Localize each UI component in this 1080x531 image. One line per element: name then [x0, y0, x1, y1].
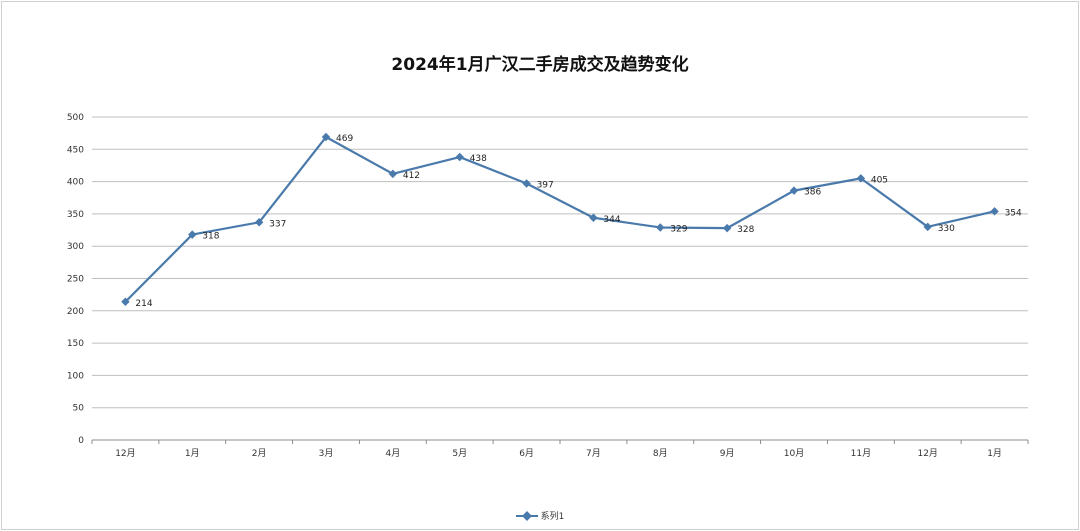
y-tick-label: 250 — [67, 275, 84, 285]
x-tick-label: 5月 — [452, 448, 467, 459]
y-tick-label: 200 — [67, 307, 84, 317]
data-label: 405 — [871, 175, 888, 185]
x-tick-label: 12月 — [115, 448, 135, 459]
data-label: 344 — [603, 215, 620, 225]
y-tick-label: 500 — [67, 113, 84, 123]
x-tick-label: 8月 — [653, 448, 668, 459]
series-line-path — [124, 135, 995, 303]
x-tick-label: 7月 — [586, 448, 601, 459]
x-tick-label: 4月 — [385, 448, 400, 459]
x-tick-label: 2月 — [252, 448, 267, 459]
legend-label: 系列1 — [540, 512, 565, 522]
data-label: 328 — [737, 225, 754, 235]
x-tick-label: 1月 — [987, 448, 1002, 459]
data-label: 469 — [336, 134, 353, 144]
legend-marker-icon — [515, 510, 538, 521]
x-tick-label: 1月 — [185, 448, 200, 459]
data-point — [121, 297, 130, 306]
data-point — [589, 213, 598, 223]
data-label: 397 — [537, 181, 554, 191]
y-tick-label: 100 — [67, 371, 84, 381]
data-point — [188, 230, 197, 239]
data-point — [388, 169, 398, 179]
x-axis-ticks: 12月 1月 2月 3月 4月 5月 6月 7月 8月 9月 10月 11月 12月 1月 — [91, 440, 1029, 459]
data-label: 318 — [202, 232, 219, 242]
x-tick-label: 6月 — [519, 448, 534, 459]
data-label: 354 — [1005, 208, 1022, 218]
y-tick-label: 50 — [73, 404, 85, 414]
data-label: 337 — [269, 219, 286, 229]
data-label: 330 — [938, 224, 955, 234]
data-point — [722, 223, 732, 233]
data-label: 214 — [135, 299, 152, 309]
y-tick-label: 0 — [78, 436, 84, 446]
y-tick-label: 150 — [67, 339, 84, 349]
series-line — [121, 132, 999, 306]
data-label: 386 — [804, 188, 821, 198]
data-labels: 214 318 337 469 412 438 397 344 329 328 386 405 330 3… — [135, 134, 1022, 309]
data-label: 412 — [403, 171, 420, 181]
data-label: 438 — [470, 154, 487, 164]
legend: 系列1 — [0, 509, 1080, 522]
data-point — [656, 223, 665, 232]
grid-lines — [92, 116, 1028, 441]
y-tick-label: 350 — [67, 210, 84, 220]
data-point — [789, 186, 799, 195]
y-tick-label: 400 — [67, 178, 84, 188]
chart-title: 2024年1月广汉二手房成交及趋势变化 — [391, 55, 689, 75]
data-point — [455, 152, 464, 162]
data-point — [522, 179, 531, 188]
y-tick-label: 300 — [67, 242, 84, 252]
data-point — [254, 218, 264, 227]
y-axis-ticks: 0 50 100 150 200 250 300 350 400 450 500 — [67, 113, 84, 446]
x-tick-label: 9月 — [720, 448, 735, 459]
x-tick-label: 3月 — [319, 448, 334, 459]
x-tick-label: 12月 — [917, 448, 937, 459]
data-point — [321, 132, 331, 142]
x-tick-label: 10月 — [784, 448, 804, 459]
y-tick-label: 450 — [67, 145, 84, 155]
x-tick-label: 11月 — [851, 448, 871, 459]
data-label: 329 — [670, 224, 687, 234]
